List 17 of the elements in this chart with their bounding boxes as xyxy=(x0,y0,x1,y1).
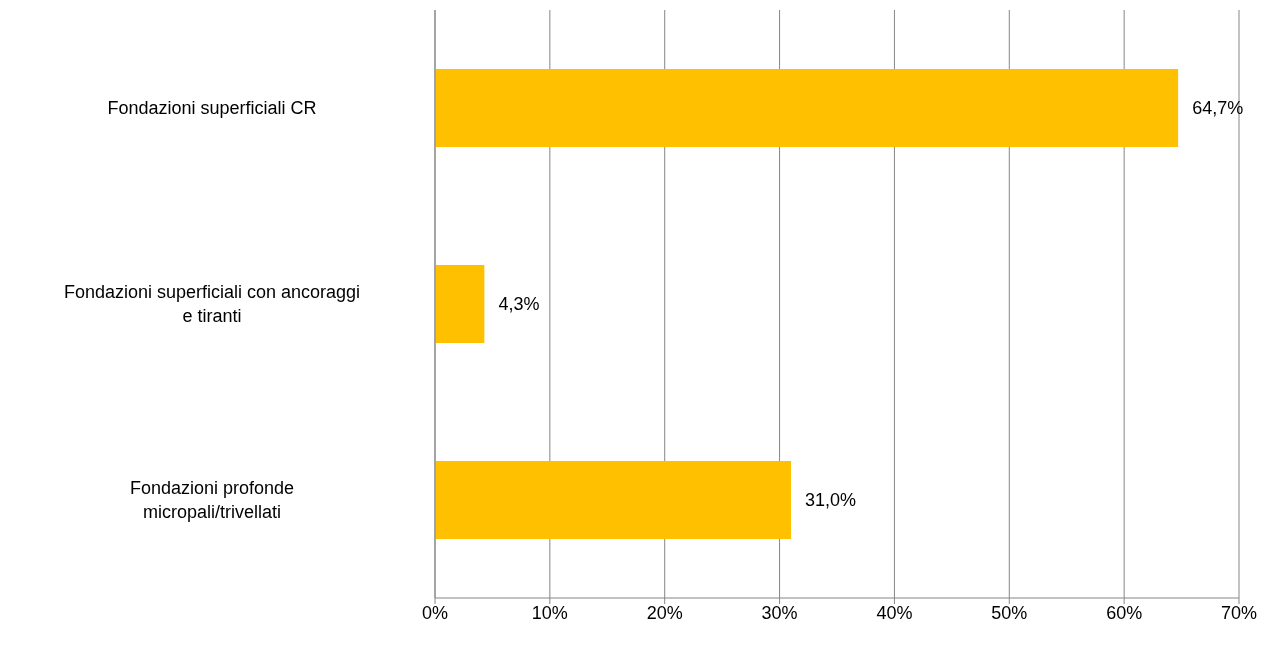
data-label: 4,3% xyxy=(498,294,540,314)
x-tick-label: 30% xyxy=(761,602,798,623)
x-tick-label: 50% xyxy=(991,602,1028,623)
x-tick-label: 40% xyxy=(876,602,913,623)
bar xyxy=(435,461,792,539)
x-tick-label: 70% xyxy=(1220,602,1258,623)
bar xyxy=(435,265,485,343)
data-label: 64,7% xyxy=(1192,98,1244,118)
x-tick-label: 20% xyxy=(646,602,683,623)
y-tick-label: Fondazioni superficiali con ancoraggi e tiranti xyxy=(63,282,361,326)
x-tick-label: 0% xyxy=(421,602,449,623)
data-label: 31,0% xyxy=(805,490,857,510)
y-tick-label: Fondazioni superficiali CR xyxy=(107,98,317,118)
x-tick-label: 60% xyxy=(1106,602,1143,623)
bar xyxy=(435,69,1179,147)
x-tick-label: 10% xyxy=(531,602,568,623)
y-tick-label: Fondazioni profonde micropali/trivellati xyxy=(129,478,295,522)
